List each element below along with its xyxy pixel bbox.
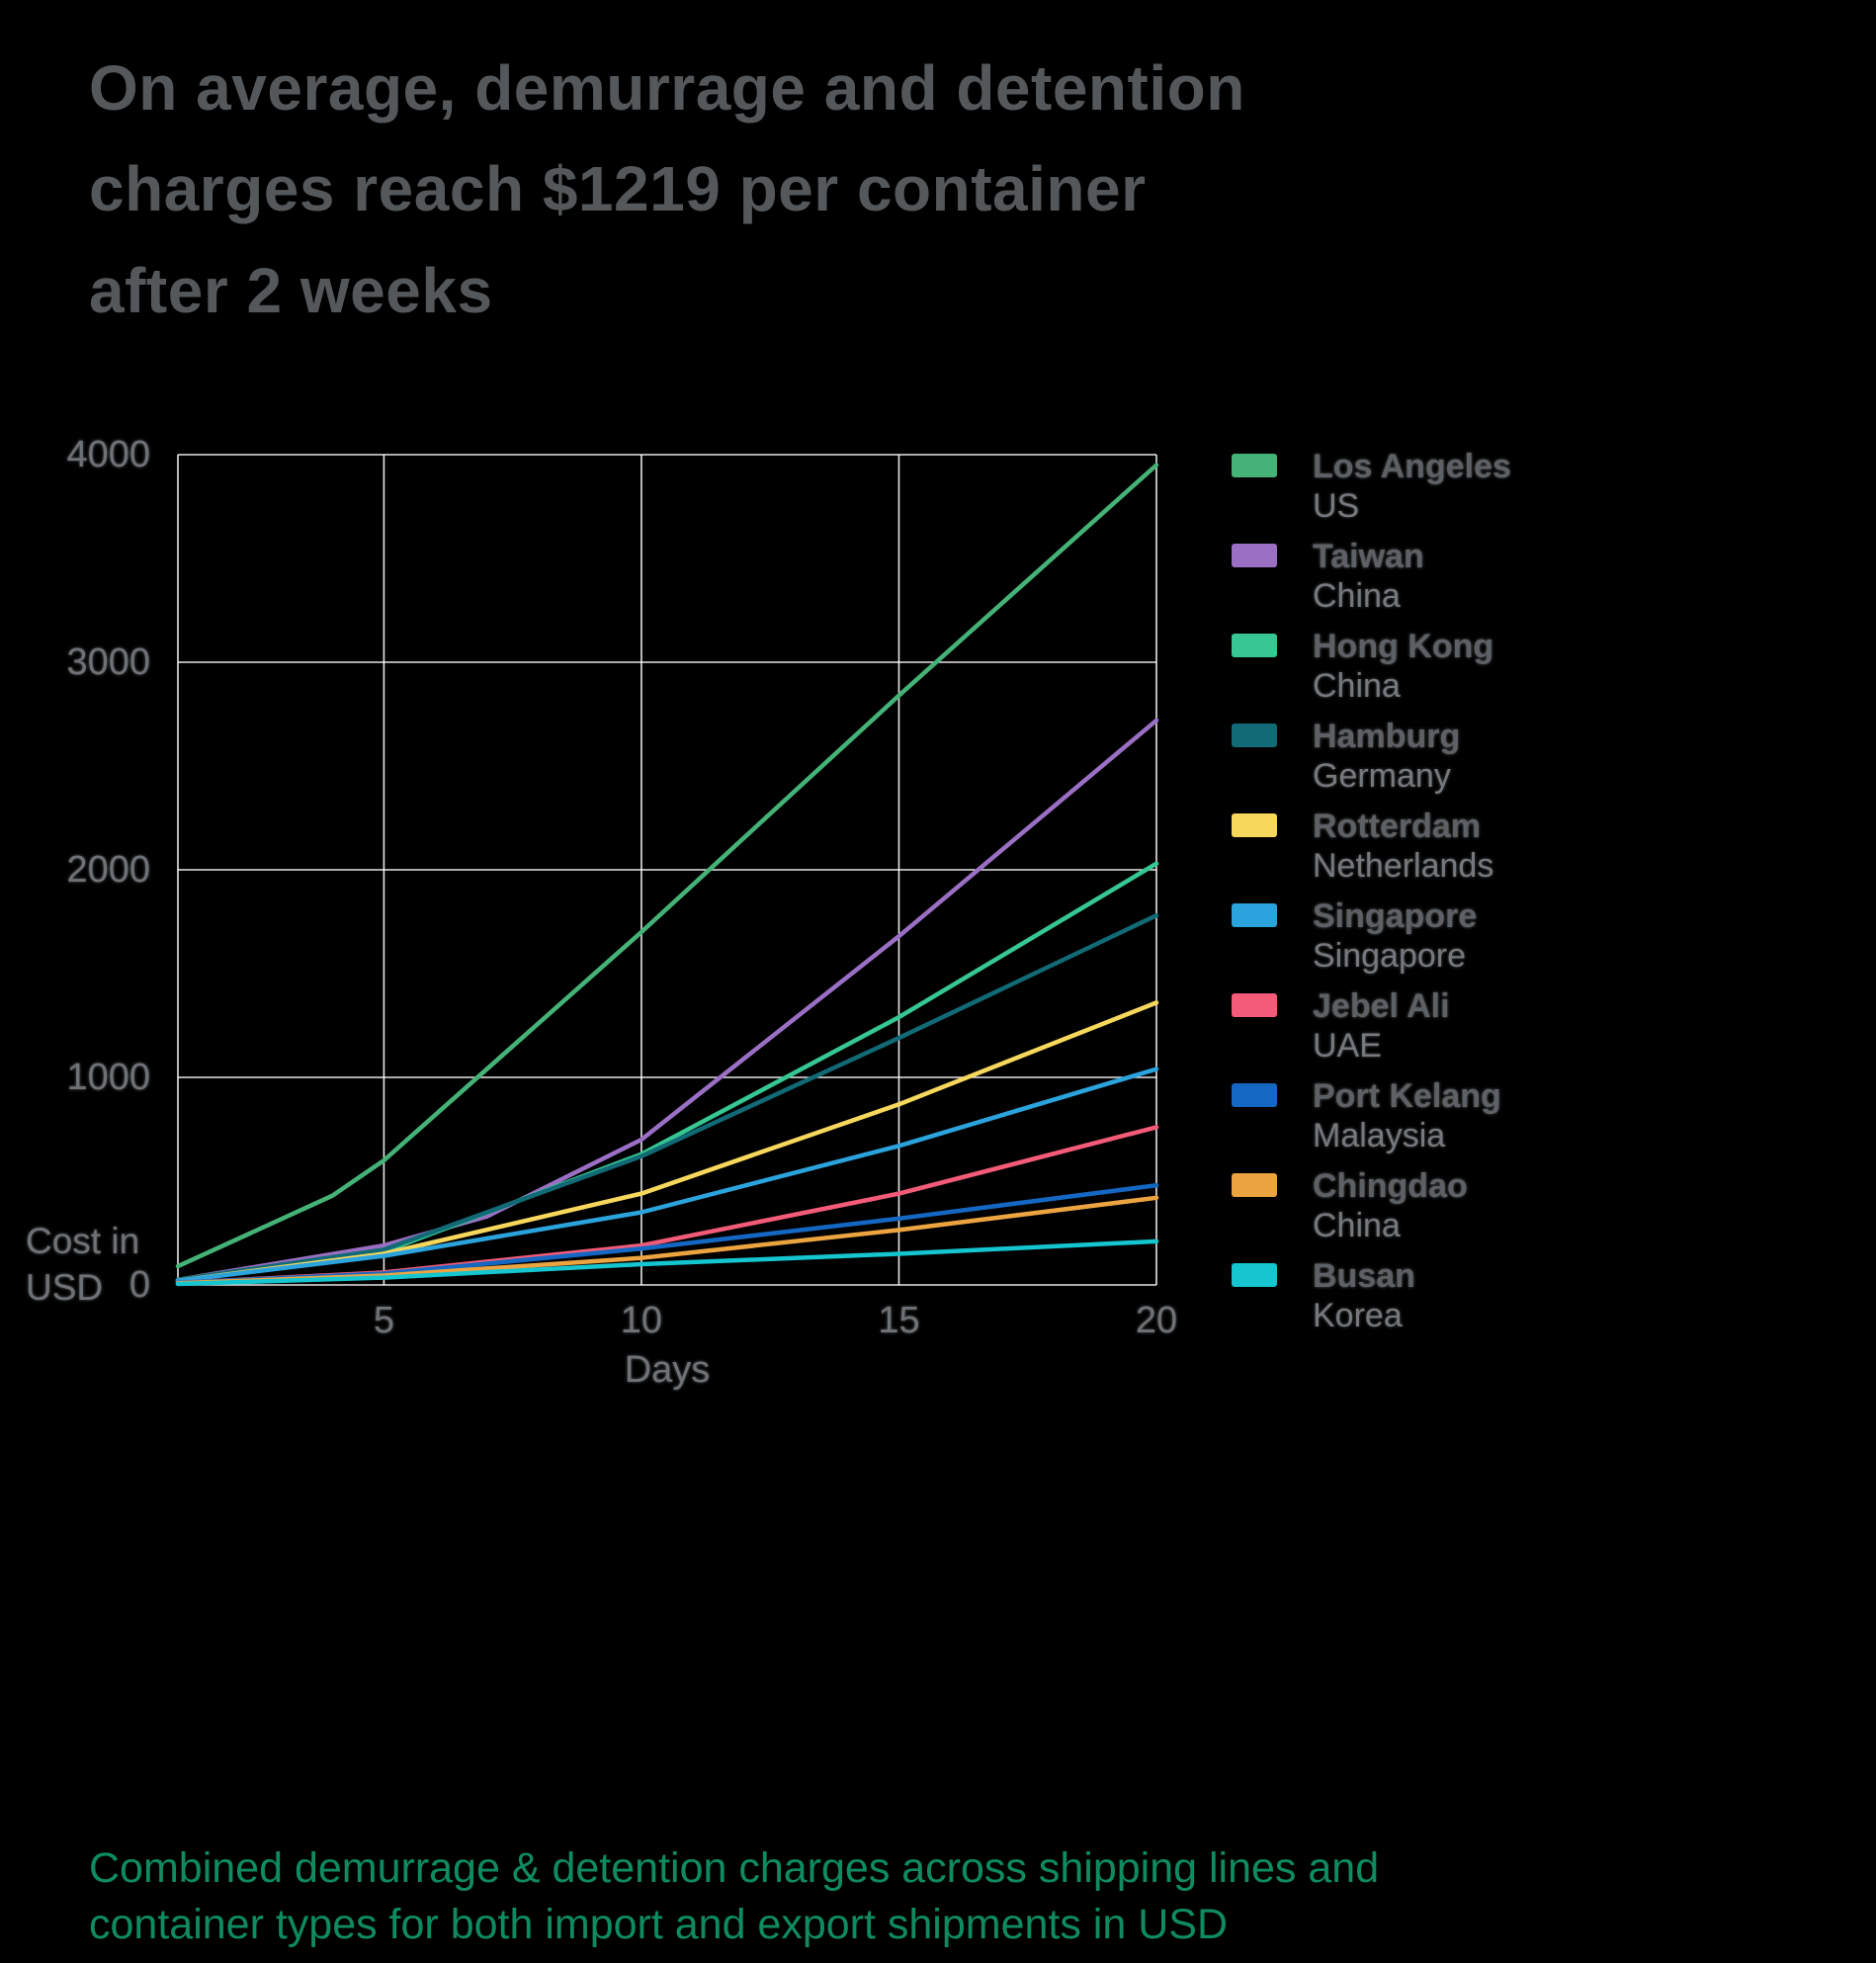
legend-item-los-angeles: Los Angeles US bbox=[1232, 447, 1511, 526]
legend-item-jebel-ali: Jebel Ali UAE bbox=[1232, 986, 1511, 1066]
legend-country-name: China bbox=[1313, 577, 1401, 615]
legend-country-name: UAE bbox=[1313, 1027, 1382, 1065]
legend-port-name: Jebel Ali bbox=[1313, 987, 1450, 1025]
x-tick-label: 15 bbox=[878, 1300, 920, 1341]
legend-label: Hamburg Germany bbox=[1313, 717, 1460, 796]
legend-label: Port Kelang Malaysia bbox=[1313, 1076, 1501, 1155]
y-tick-label: 4000 bbox=[66, 434, 150, 475]
legend-label: Chingdao China bbox=[1313, 1166, 1468, 1245]
series-line-los-angeles bbox=[175, 463, 1159, 1269]
chart-legend: Los Angeles US Taiwan China Hong Kong China Ha… bbox=[1232, 447, 1511, 1335]
legend-country-name: Netherlands bbox=[1313, 847, 1494, 885]
legend-item-chingdao: Chingdao China bbox=[1232, 1166, 1511, 1245]
legend-swatch-jebel-ali bbox=[1232, 993, 1277, 1017]
legend-port-name: Busan bbox=[1313, 1257, 1415, 1295]
line-chart-plot bbox=[175, 454, 1159, 1287]
legend-item-hong-kong: Hong Kong China bbox=[1232, 627, 1511, 706]
legend-port-name: Rotterdam bbox=[1313, 808, 1482, 845]
legend-label: Rotterdam Netherlands bbox=[1313, 807, 1493, 886]
legend-label: Singapore Singapore bbox=[1313, 896, 1477, 976]
legend-country-name: Singapore bbox=[1313, 937, 1467, 975]
legend-swatch-port-kelang bbox=[1232, 1083, 1277, 1107]
series-line-busan bbox=[175, 1238, 1159, 1287]
legend-port-name: Port Kelang bbox=[1313, 1077, 1501, 1115]
legend-swatch-hamburg bbox=[1232, 724, 1277, 747]
legend-swatch-los-angeles bbox=[1232, 454, 1277, 477]
legend-swatch-hong-kong bbox=[1232, 634, 1277, 657]
legend-port-name: Hamburg bbox=[1313, 718, 1461, 755]
legend-country-name: Malaysia bbox=[1313, 1117, 1446, 1154]
x-tick-label: 5 bbox=[373, 1300, 394, 1341]
legend-swatch-rotterdam bbox=[1232, 813, 1277, 837]
legend-port-name: Los Angeles bbox=[1313, 448, 1511, 485]
legend-port-name: Singapore bbox=[1313, 897, 1478, 935]
legend-swatch-taiwan bbox=[1232, 544, 1277, 567]
legend-port-name: Chingdao bbox=[1313, 1167, 1468, 1205]
legend-country-name: US bbox=[1313, 487, 1360, 525]
legend-item-taiwan: Taiwan China bbox=[1232, 537, 1511, 616]
legend-swatch-singapore bbox=[1232, 903, 1277, 927]
series-line-taiwan bbox=[175, 718, 1159, 1283]
legend-country-name: China bbox=[1313, 1207, 1401, 1244]
legend-label: Taiwan China bbox=[1313, 537, 1424, 616]
legend-country-name: Germany bbox=[1313, 757, 1451, 795]
legend-label: Jebel Ali UAE bbox=[1313, 986, 1450, 1066]
legend-item-singapore: Singapore Singapore bbox=[1232, 896, 1511, 976]
legend-port-name: Hong Kong bbox=[1313, 628, 1494, 665]
legend-country-name: Korea bbox=[1313, 1297, 1403, 1334]
legend-item-rotterdam: Rotterdam Netherlands bbox=[1232, 807, 1511, 886]
x-tick-label: 10 bbox=[620, 1300, 663, 1341]
legend-country-name: China bbox=[1313, 667, 1401, 705]
y-tick-label: 0 bbox=[128, 1264, 150, 1306]
y-tick-label: 1000 bbox=[66, 1057, 150, 1098]
legend-port-name: Taiwan bbox=[1313, 538, 1424, 575]
series-line-singapore bbox=[175, 1067, 1159, 1284]
x-tick-label: 20 bbox=[1135, 1300, 1178, 1341]
legend-item-busan: Busan Korea bbox=[1232, 1256, 1511, 1335]
y-axis-label: Cost in USD bbox=[26, 1221, 140, 1308]
legend-label: Busan Korea bbox=[1313, 1256, 1415, 1335]
y-tick-label: 2000 bbox=[66, 849, 150, 891]
legend-swatch-chingdao bbox=[1232, 1173, 1277, 1197]
chart-caption: Combined demurrage & detention charges a… bbox=[89, 1844, 1380, 1948]
legend-item-port-kelang: Port Kelang Malaysia bbox=[1232, 1076, 1511, 1155]
legend-label: Hong Kong China bbox=[1313, 627, 1493, 706]
legend-swatch-busan bbox=[1232, 1263, 1277, 1287]
legend-label: Los Angeles US bbox=[1313, 447, 1511, 526]
legend-item-hamburg: Hamburg Germany bbox=[1232, 717, 1511, 796]
chart-title: On average, demurrage and detention char… bbox=[89, 52, 1245, 326]
x-axis-label: Days bbox=[624, 1349, 711, 1391]
y-tick-label: 3000 bbox=[66, 641, 150, 683]
series-line-hamburg bbox=[175, 912, 1159, 1283]
